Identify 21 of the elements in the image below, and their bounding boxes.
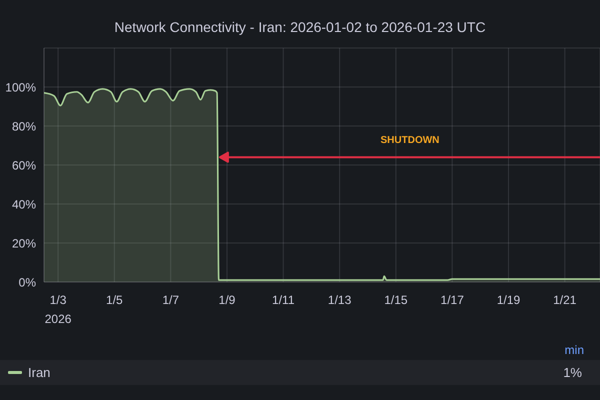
- x-tick-label: 1/21: [553, 293, 577, 307]
- x-tick-label: 1/9: [218, 293, 236, 307]
- x-tick-label: 1/3 2026: [44, 293, 72, 326]
- y-tick-label: 60%: [12, 158, 36, 172]
- text: min: [564, 343, 584, 357]
- y-tick-label: 20%: [12, 236, 36, 250]
- x-tick-label: 1/19: [496, 293, 521, 307]
- annotation: SHUTDOWN: [380, 135, 440, 146]
- x-tick-label: 1/13: [328, 293, 352, 307]
- chart-title: Network Connectivity - Iran: 2026-01-02 to 2026-01-23 UTC: [113, 18, 487, 36]
- y-tick-label: 40%: [12, 197, 36, 212]
- x-tick-label: 1/7: [162, 293, 180, 307]
- x-tick-label: 1/5: [106, 293, 124, 307]
- x-tick-label: 1/15: [384, 293, 408, 307]
- y-tick-label: 80%: [12, 119, 36, 134]
- x-tick-label: 1/17: [440, 293, 464, 307]
- text: 1%: [563, 365, 582, 380]
- legend-label: Iran: [28, 365, 50, 380]
- x-tick-label: 1/11: [272, 293, 295, 307]
- y-tick-label: 100%: [5, 80, 36, 94]
- y-tick-label: 0%: [18, 275, 36, 290]
